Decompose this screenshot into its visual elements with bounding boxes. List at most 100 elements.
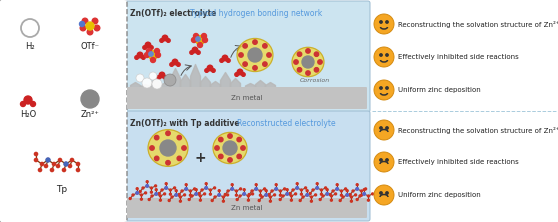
Circle shape xyxy=(380,54,382,56)
Circle shape xyxy=(151,57,156,63)
Circle shape xyxy=(222,55,228,61)
Text: H₂O: H₂O xyxy=(20,110,36,119)
Circle shape xyxy=(259,194,261,196)
Circle shape xyxy=(326,189,328,191)
Circle shape xyxy=(136,188,138,190)
Circle shape xyxy=(326,193,328,195)
Circle shape xyxy=(81,90,99,108)
Circle shape xyxy=(40,163,44,166)
Circle shape xyxy=(160,140,176,156)
Circle shape xyxy=(346,194,348,196)
Circle shape xyxy=(297,52,302,56)
Circle shape xyxy=(259,190,261,192)
Circle shape xyxy=(150,146,154,150)
Circle shape xyxy=(191,195,193,197)
Circle shape xyxy=(185,188,187,190)
Circle shape xyxy=(46,158,50,162)
Circle shape xyxy=(135,56,138,59)
Circle shape xyxy=(166,131,170,135)
Circle shape xyxy=(166,161,170,165)
Circle shape xyxy=(155,193,157,195)
Circle shape xyxy=(170,189,171,191)
Circle shape xyxy=(24,96,32,104)
Circle shape xyxy=(294,60,298,64)
Text: Reconstructed electrolyte: Reconstructed electrolyte xyxy=(237,119,335,128)
Circle shape xyxy=(306,49,310,53)
Circle shape xyxy=(350,196,353,198)
Circle shape xyxy=(175,194,177,196)
Circle shape xyxy=(143,46,146,49)
Circle shape xyxy=(302,56,314,68)
Circle shape xyxy=(243,44,247,48)
FancyBboxPatch shape xyxy=(127,198,367,218)
Ellipse shape xyxy=(292,47,324,77)
Circle shape xyxy=(380,159,382,161)
Circle shape xyxy=(189,194,191,196)
Circle shape xyxy=(162,35,168,41)
Circle shape xyxy=(270,200,271,202)
Circle shape xyxy=(161,189,163,191)
Circle shape xyxy=(228,134,232,138)
Circle shape xyxy=(310,196,312,198)
Text: Zn(OTf)₂ electrolyte: Zn(OTf)₂ electrolyte xyxy=(130,9,217,18)
Circle shape xyxy=(295,193,297,195)
Circle shape xyxy=(163,193,166,195)
Circle shape xyxy=(46,159,50,162)
Circle shape xyxy=(139,190,141,192)
Circle shape xyxy=(156,52,161,57)
Circle shape xyxy=(76,163,80,166)
Circle shape xyxy=(237,69,243,75)
Circle shape xyxy=(282,195,284,197)
Circle shape xyxy=(352,190,354,192)
Circle shape xyxy=(64,163,68,166)
Circle shape xyxy=(273,194,276,196)
Circle shape xyxy=(367,199,369,201)
Circle shape xyxy=(325,187,326,189)
Circle shape xyxy=(175,190,177,192)
Circle shape xyxy=(165,187,167,189)
Circle shape xyxy=(209,189,211,191)
Circle shape xyxy=(136,192,138,194)
Circle shape xyxy=(136,74,144,82)
Circle shape xyxy=(39,168,42,172)
Circle shape xyxy=(330,195,333,197)
Circle shape xyxy=(160,199,161,201)
Circle shape xyxy=(345,188,347,190)
Circle shape xyxy=(302,196,304,198)
Circle shape xyxy=(265,194,267,196)
Circle shape xyxy=(223,196,224,198)
Circle shape xyxy=(236,198,238,200)
Circle shape xyxy=(70,159,74,162)
Circle shape xyxy=(151,195,153,197)
Circle shape xyxy=(35,152,37,156)
Circle shape xyxy=(142,187,144,189)
Circle shape xyxy=(166,39,170,42)
Circle shape xyxy=(265,194,267,196)
Circle shape xyxy=(220,59,223,62)
Circle shape xyxy=(346,194,348,196)
Circle shape xyxy=(129,198,131,200)
Circle shape xyxy=(157,76,161,79)
Circle shape xyxy=(275,184,277,186)
Circle shape xyxy=(175,194,177,196)
Circle shape xyxy=(386,192,388,194)
Circle shape xyxy=(182,146,186,150)
Circle shape xyxy=(218,190,220,192)
Circle shape xyxy=(192,47,198,53)
Circle shape xyxy=(261,196,263,198)
Circle shape xyxy=(275,188,277,190)
Circle shape xyxy=(214,187,215,189)
Circle shape xyxy=(286,193,288,195)
Circle shape xyxy=(227,190,229,192)
Circle shape xyxy=(314,68,319,72)
Circle shape xyxy=(219,137,223,142)
Text: Effectively inhibited side reactions: Effectively inhibited side reactions xyxy=(398,159,519,165)
Circle shape xyxy=(35,159,37,162)
Circle shape xyxy=(279,198,281,200)
Circle shape xyxy=(178,194,180,196)
Circle shape xyxy=(211,69,215,72)
Circle shape xyxy=(349,194,351,196)
Text: Zn metal: Zn metal xyxy=(231,95,263,101)
Circle shape xyxy=(271,190,273,192)
Circle shape xyxy=(31,101,36,107)
